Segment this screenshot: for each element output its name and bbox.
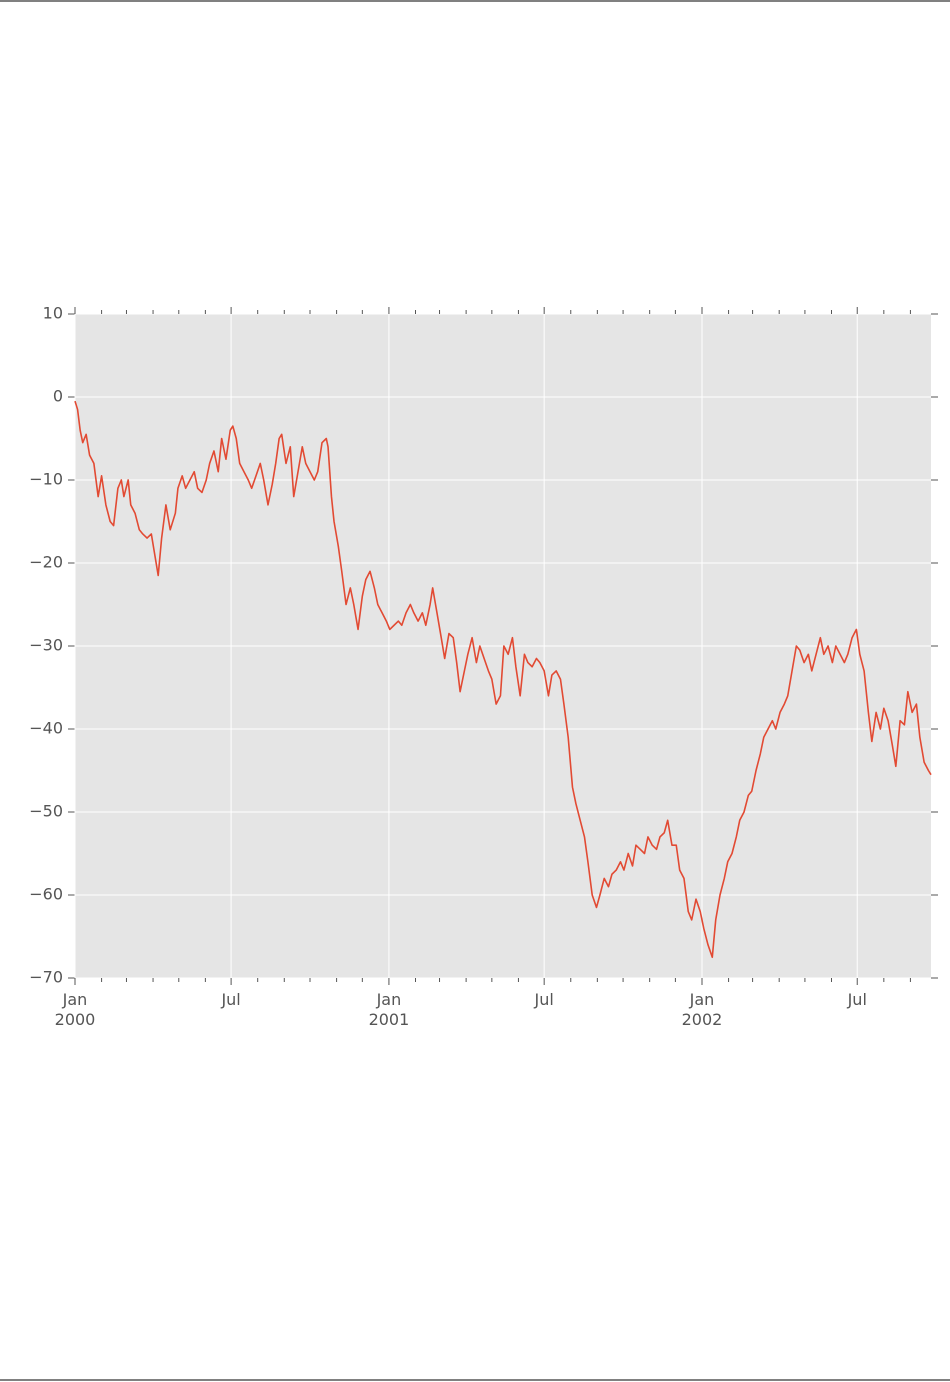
y-tick-label: −60 xyxy=(29,885,63,904)
y-tick-label: 10 xyxy=(43,304,63,323)
x-tick-label: Jan 2001 xyxy=(368,990,410,1029)
x-tick-label: Jan 2002 xyxy=(681,990,723,1029)
y-tick-label: −70 xyxy=(29,968,63,987)
y-tick-label: −20 xyxy=(29,553,63,572)
x-tick-label: Jan 2000 xyxy=(54,990,96,1029)
y-tick-label: −10 xyxy=(29,470,63,489)
x-tick-label: Jul xyxy=(847,990,867,1009)
y-tick-label: −30 xyxy=(29,636,63,655)
y-tick-label: −50 xyxy=(29,802,63,821)
x-tick-label: Jul xyxy=(221,990,241,1009)
data-line xyxy=(74,400,932,959)
x-tick-label: Jul xyxy=(534,990,554,1009)
y-tick-label: −40 xyxy=(29,719,63,738)
y-tick-label: 0 xyxy=(53,387,63,406)
